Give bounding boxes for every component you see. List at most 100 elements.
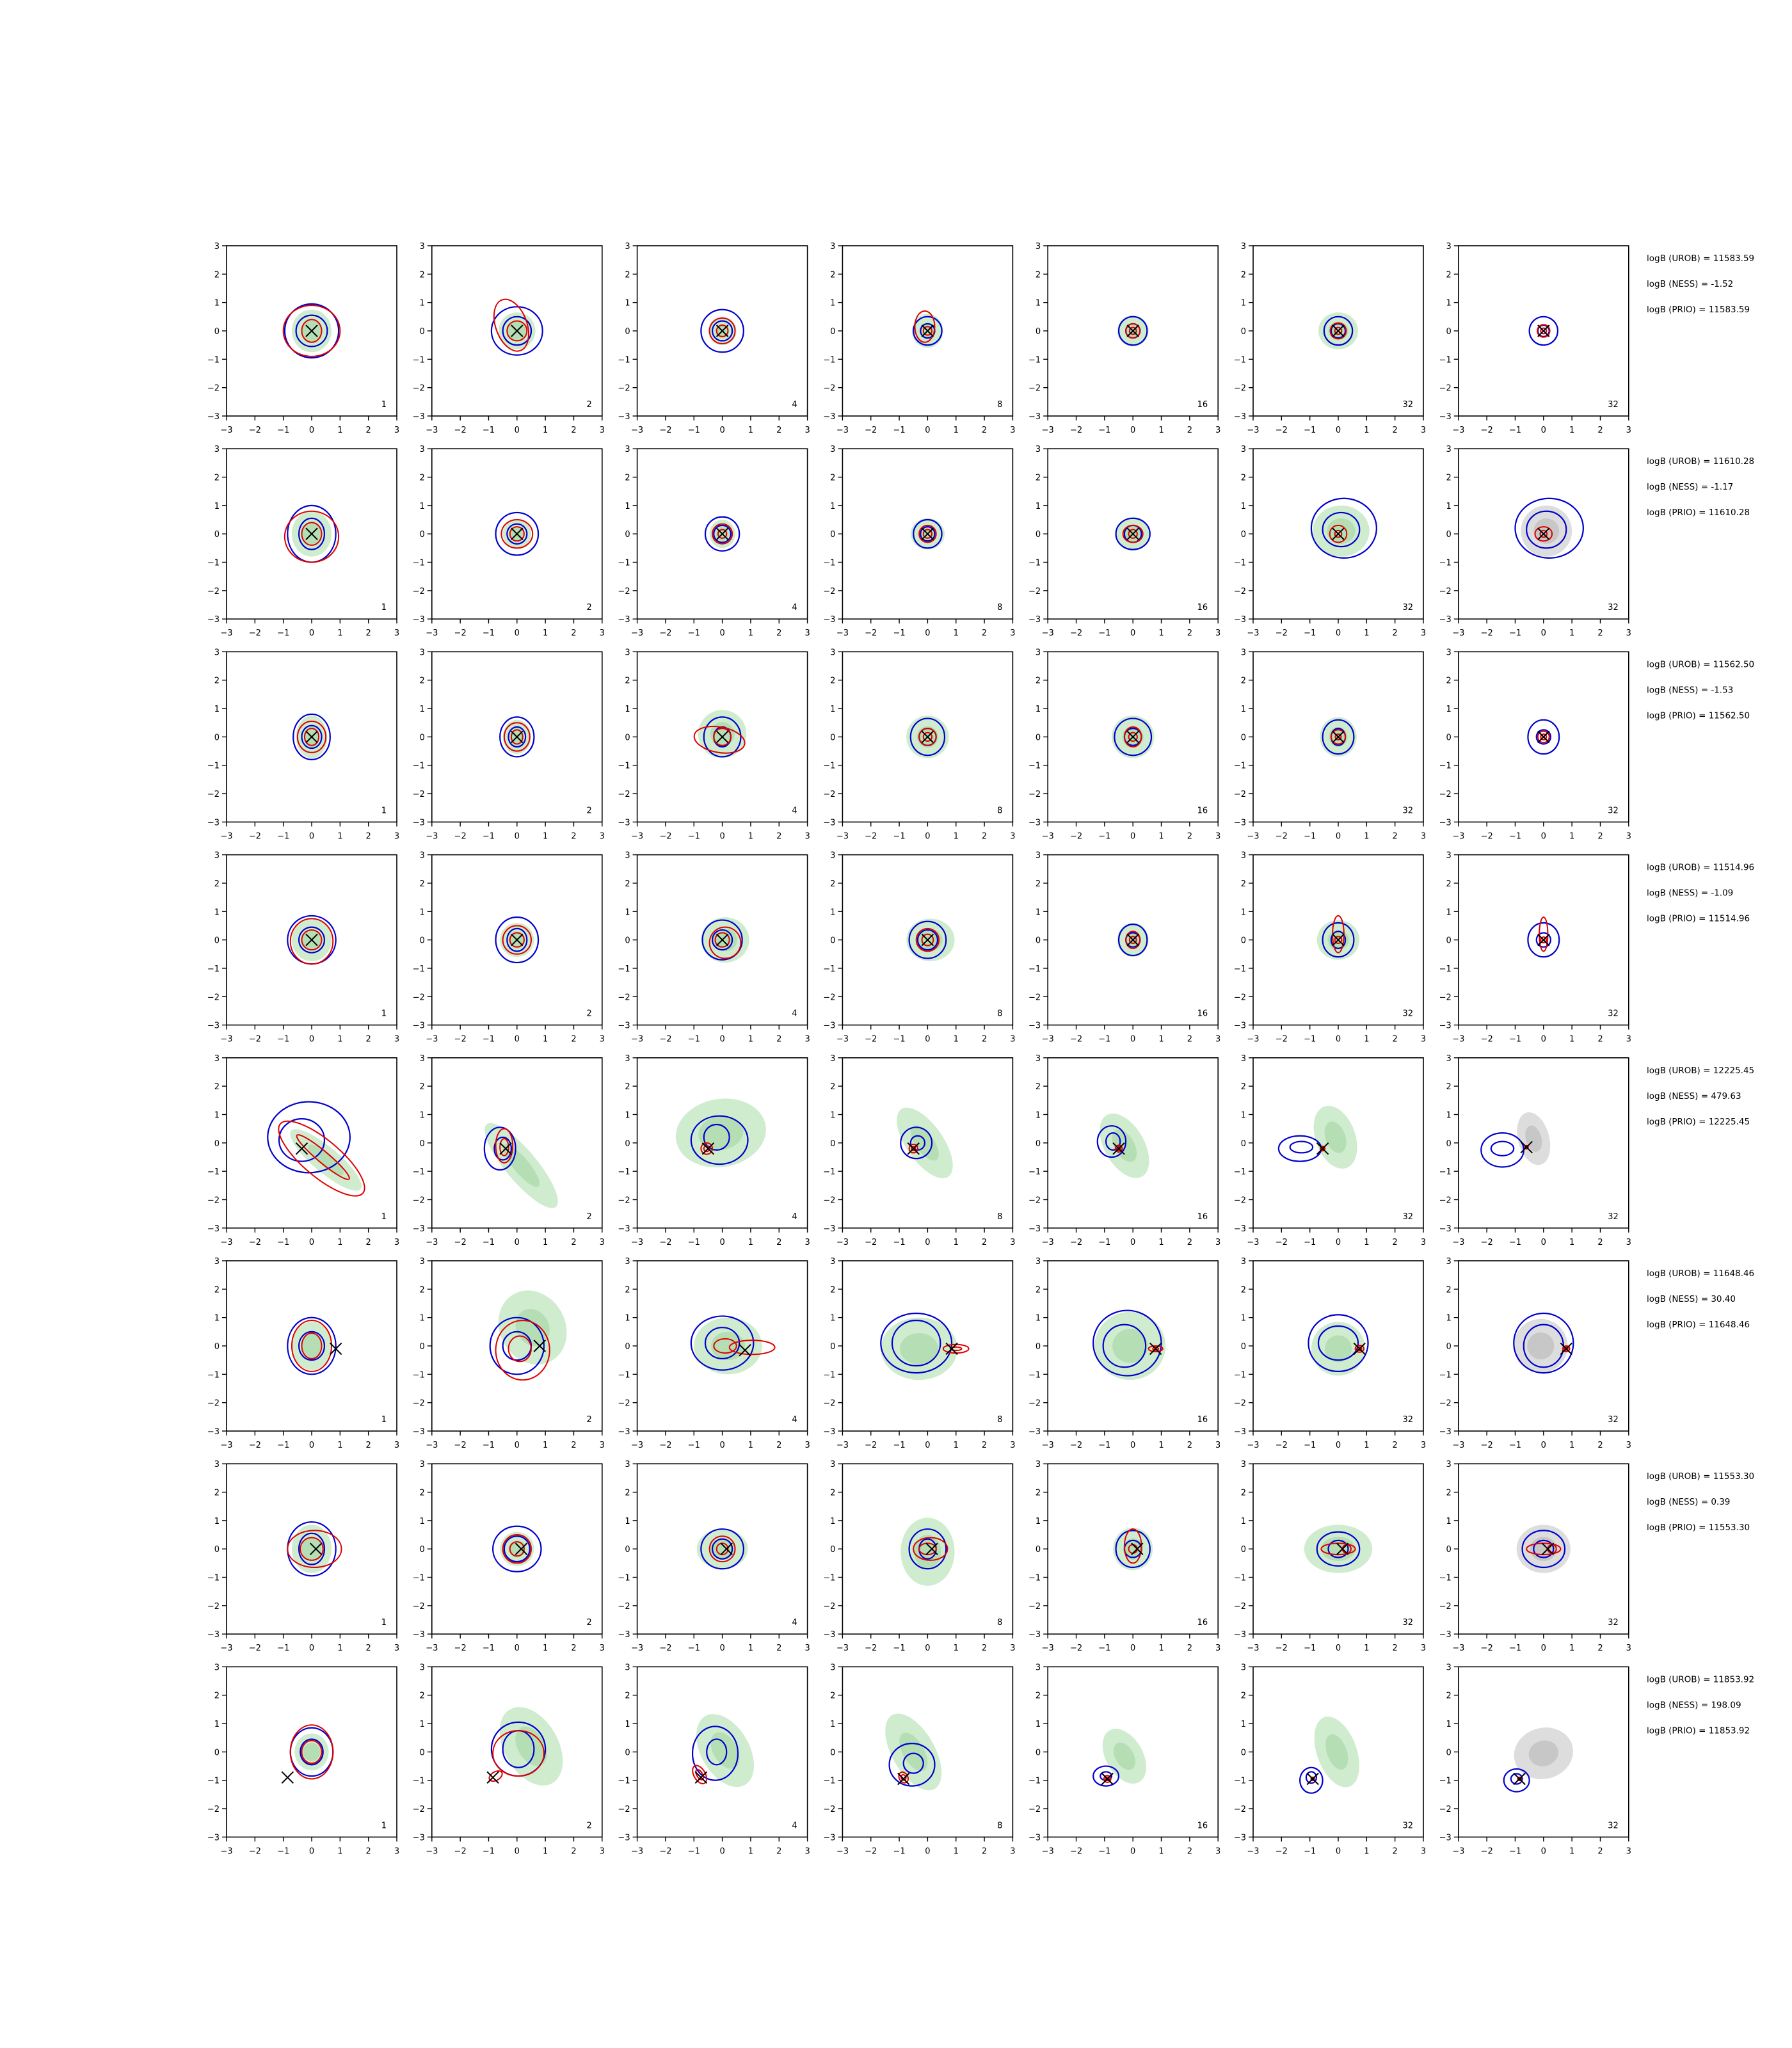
y-tick-label: 3 [1036,445,1041,454]
y-tick-label: 0 [420,733,425,742]
density-core [914,1535,941,1569]
x-tick-label: −2 [249,628,261,638]
x-tick-label: 3 [1010,628,1015,638]
truth-marker [1332,933,1345,947]
x-tick-label: −2 [865,426,877,435]
truth-marker [739,1343,751,1357]
panel: −3−3 −2 −2 −1 −1 0 0 1 1 2 2 3 3 8 [823,1054,1015,1247]
y-tick-label: −2 [1028,1805,1041,1814]
y-tick-label: 1 [420,299,425,308]
blue-contour [1535,729,1551,745]
x-tick-label: −1 [1509,1846,1521,1856]
red-contour [1540,733,1548,740]
x-tick-label: −2 [249,1441,261,1450]
y-tick-label: 1 [1241,299,1246,308]
x-tick-label: −1 [277,1238,289,1247]
y-tick-label: 2 [830,270,835,280]
x-tick-label: 0 [1541,1644,1546,1653]
x-tick-label: 0 [1541,1035,1546,1044]
red-contour [300,1537,324,1561]
x-tick-label: 2 [571,1846,576,1856]
panel: −3−3 −2 −2 −1 −1 0 0 1 1 2 2 3 3 8 [823,648,1015,841]
x-tick-label: −3 [220,1441,232,1450]
x-tick-label: 3 [804,628,810,638]
red-contour [1537,324,1551,338]
blue-contour [920,526,936,542]
y-tick-label: 1 [1241,1314,1246,1324]
panel-plot-area [897,1107,953,1178]
x-tick-label: −1 [893,1238,905,1247]
x-tick-label: 3 [1421,426,1426,435]
y-tick-label: −3 [1234,615,1246,625]
red-contour [712,523,733,545]
y-tick-label: −1 [413,964,425,974]
x-tick-label: −1 [688,831,700,841]
y-tick-label: 2 [625,1082,630,1092]
y-tick-label: −2 [618,993,630,1002]
red-contour [1354,1345,1364,1353]
y-tick-label: −2 [1028,587,1041,596]
y-tick-label: 0 [1036,530,1041,540]
x-tick-label: 0 [1130,1441,1135,1450]
y-tick-label: 0 [1446,1342,1452,1352]
density-core [709,1539,735,1559]
blue-contour [1316,1531,1361,1567]
x-tick-label: 0 [1541,628,1546,638]
y-tick-label: 2 [1036,1692,1041,1701]
x-tick-label: 1 [1364,1035,1369,1044]
y-tick-label: 0 [1241,733,1246,742]
x-tick-label: −3 [631,628,643,638]
y-tick-label: 2 [420,1489,425,1498]
panel: −3−3 −2 −2 −1 −1 0 0 1 1 2 2 3 3 4 [618,1054,810,1247]
x-tick-label: −2 [454,1846,467,1856]
y-tick-label: −1 [1028,762,1041,771]
x-tick-label: −3 [1247,1644,1259,1653]
panel-number-label: 32 [1608,603,1619,612]
panel-plot-area [495,511,540,556]
y-tick-label: −1 [1234,559,1246,568]
logb-annotation: logB (UROB) = 11610.28 [1647,456,1754,467]
y-tick-label: −1 [207,762,220,771]
y-tick-label: 3 [830,1663,835,1672]
x-tick-label: −2 [1070,1035,1082,1044]
y-tick-label: 0 [1241,1342,1246,1352]
y-tick-label: 2 [1446,879,1452,889]
blue-contour [900,1126,933,1160]
x-tick-label: 1 [954,1846,959,1856]
y-tick-label: 3 [830,1054,835,1064]
y-tick-label: 1 [214,1110,220,1120]
y-tick-label: −1 [1028,355,1041,365]
panel-plot-area [1117,923,1149,957]
blue-contour [503,1535,531,1563]
y-tick-label: −2 [1028,1196,1041,1205]
y-tick-label: −3 [823,818,835,828]
x-tick-label: 1 [543,426,548,435]
x-tick-label: 2 [1187,426,1192,435]
x-tick-label: 2 [1597,1238,1603,1247]
blue-contour [1526,510,1567,549]
x-tick-label: −3 [220,628,232,638]
blue-contour [284,303,340,359]
truth-marker [309,1542,323,1555]
x-tick-label: 2 [1393,1441,1398,1450]
y-tick-label: 2 [830,474,835,483]
blue-contour [1322,719,1355,755]
truth-marker [1560,1342,1572,1356]
y-tick-label: 0 [1036,733,1041,742]
x-tick-label: 3 [1421,1238,1426,1247]
x-tick-label: 3 [600,831,605,841]
y-tick-label: 1 [625,1720,630,1729]
x-tick-label: 3 [1626,1644,1631,1653]
truth-marker [921,527,934,540]
x-tick-label: −2 [1070,628,1082,638]
x-tick-label: −1 [893,426,905,435]
y-tick-label: 3 [1446,1663,1452,1672]
x-tick-label: −3 [426,1238,438,1247]
y-tick-label: −2 [207,384,220,394]
x-tick-label: 0 [925,1035,930,1044]
y-tick-label: 3 [214,1257,220,1267]
y-tick-label: −3 [1439,412,1452,422]
x-tick-label: 2 [1597,1846,1603,1856]
red-contour [716,324,729,337]
panel: −3−3 −2 −2 −1 −1 0 0 1 1 2 2 3 3 16 [1028,1460,1220,1653]
